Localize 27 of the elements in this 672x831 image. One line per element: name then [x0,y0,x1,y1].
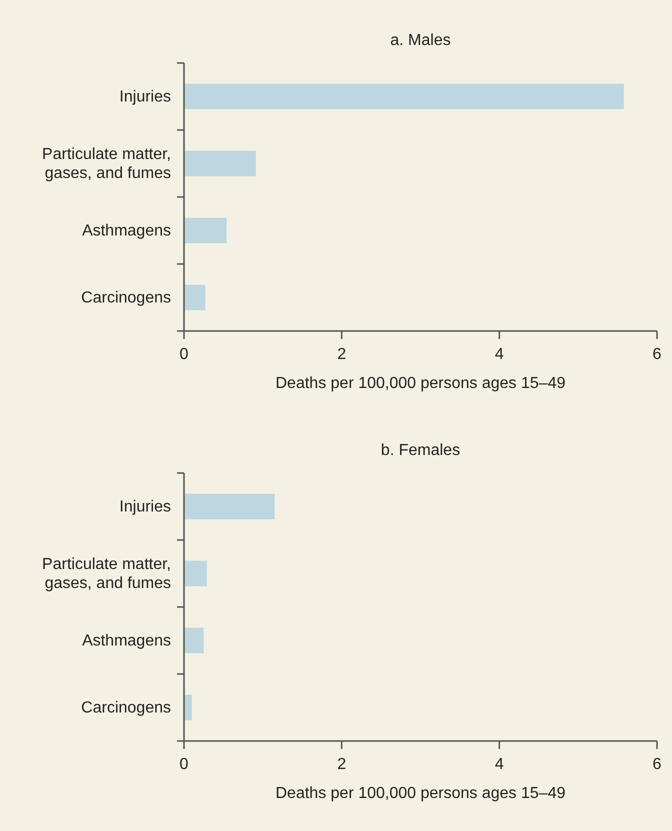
bar [184,218,227,244]
x-tick-label: 4 [494,346,504,363]
bar [184,84,624,110]
bar [184,560,207,586]
x-axis-title: Deaths per 100,000 persons ages 15–49 [276,785,566,802]
x-tick-label: 0 [180,756,189,773]
x-tick-label: 4 [494,756,504,773]
bar [184,494,275,520]
bar [184,150,256,176]
x-tick-label: 6 [652,756,662,773]
y-tick-label: Injuries [119,498,171,516]
x-tick-label: 0 [180,346,189,363]
chart-title: a. Males [390,32,451,49]
bar [184,628,204,654]
y-tick-label: Asthmagens [82,632,171,650]
x-tick-label: 2 [337,346,346,363]
x-axis-title: Deaths per 100,000 persons ages 15–49 [276,375,566,392]
x-tick-label: 6 [652,346,662,363]
bar [184,284,206,310]
y-tick-label: Injuries [119,88,171,106]
x-tick-label: 2 [337,756,346,773]
chart-title: b. Females [380,442,460,459]
y-tick-label: Carcinogens [81,290,171,306]
y-tick-label: Carcinogens [81,700,171,716]
y-tick-label: Asthmagens [82,222,171,240]
y-tick-label: Particulate matter, gases, and fumes [42,146,171,182]
y-tick-label: Particulate matter, gases, and fumes [42,556,171,592]
